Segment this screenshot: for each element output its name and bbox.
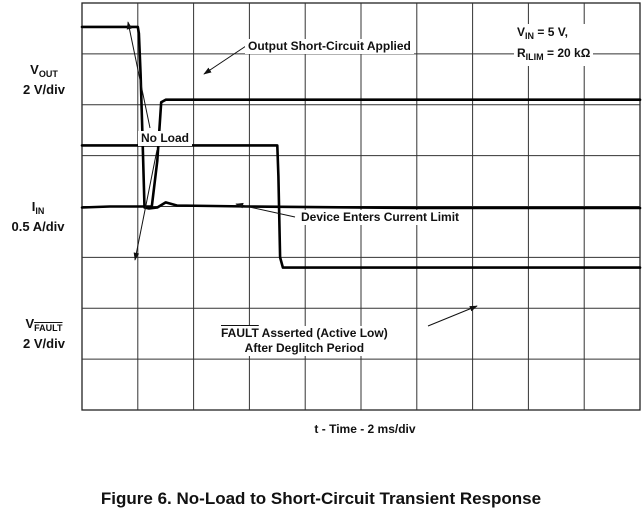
annotation-fault: FAULT Asserted (Active Low) After Deglit… [218, 326, 391, 356]
channel-label-iin: IIN 0.5 A/div [11, 199, 65, 234]
annotation-current-limit: Device Enters Current Limit [298, 210, 463, 225]
no-load-arrow-iin [133, 149, 158, 261]
condition-rilim: RILIM = 20 kΩ [517, 46, 591, 62]
annotation-short-circuit: Output Short-Circuit Applied [245, 39, 414, 54]
no-load-arrow-vout [126, 21, 151, 129]
channel-label-vfault: VFAULT 2 V/div [23, 316, 65, 351]
trace-iin [80, 98, 642, 209]
annotation-arrows [126, 21, 478, 327]
annotation-no-load: No Load [138, 131, 192, 146]
short-circuit-arrow [203, 45, 247, 75]
fault-arrow [427, 305, 478, 327]
trace-vfault [80, 144, 642, 269]
current-limit-arrow [235, 202, 296, 218]
condition-vin: VIN = 5 V, [517, 25, 568, 41]
figure-caption: Figure 6. No-Load to Short-Circuit Trans… [100, 489, 542, 508]
channel-label-vout: VOUT 2 V/div [23, 62, 65, 97]
x-axis-label: t - Time - 2 ms/div [314, 422, 416, 436]
conditions-box: VIN = 5 V, RILIM = 20 kΩ [514, 24, 594, 66]
